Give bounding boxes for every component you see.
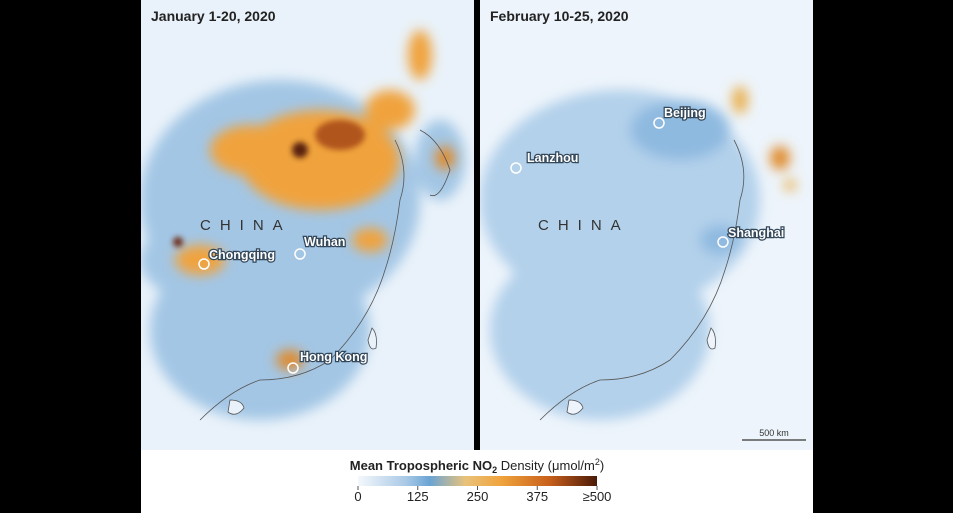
city-label: Shanghai [728,226,784,240]
tick-label: 0 [354,489,361,504]
tick-label: 250 [467,489,489,504]
legend-superscript: 2 [595,457,600,467]
map-right: February 10-25, 2020 CHINA Beijing Lanzh… [480,0,813,450]
country-label: CHINA [200,217,292,234]
legend-title: Mean Tropospheric NO2 Density (μmol/m2) [350,457,604,475]
tick-label: ≥500 [583,489,612,504]
map-left: January 1-20, 2020 CHINA Chongqing Wuhan… [141,0,474,450]
legend-title-main: Mean Tropospheric NO [350,458,492,473]
legend-unit: Density (μmol/m [497,458,595,473]
map-title: February 10-25, 2020 [490,8,629,24]
city-label: Lanzhou [527,151,578,165]
tick-label: 375 [526,489,548,504]
city-label: Beijing [664,106,706,120]
map-title: January 1-20, 2020 [151,8,276,24]
colorbar [358,476,597,486]
tick-label: 125 [407,489,429,504]
colorbar-ticks: 0 125 250 375 ≥500 [354,486,611,504]
country-label: CHINA [538,217,630,234]
scale-label: 500 km [759,428,789,438]
legend-subscript: 2 [492,465,497,475]
city-label: Hong Kong [300,350,367,364]
city-label: Chongqing [209,248,275,262]
city-label: Wuhan [304,235,345,249]
legend-unit-close: ) [600,458,604,473]
